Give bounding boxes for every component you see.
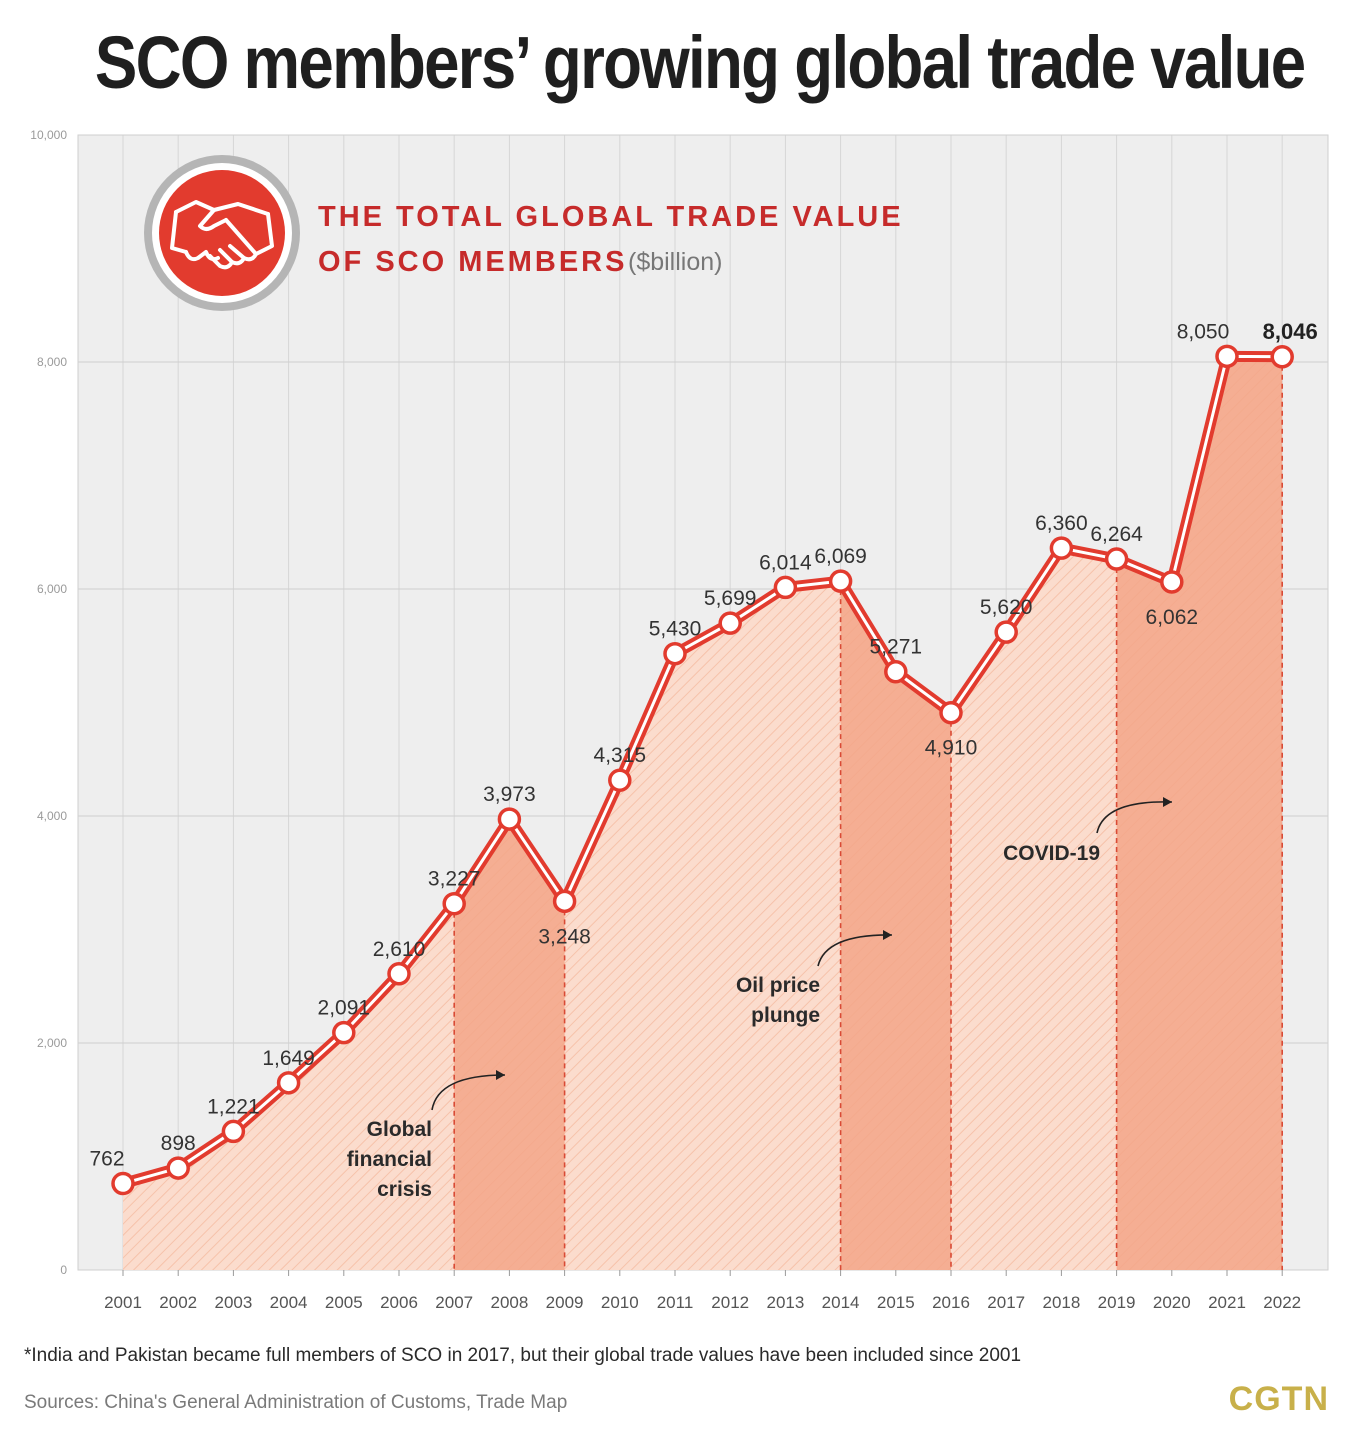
data-point-2022 bbox=[1270, 345, 1294, 369]
event-label-oil-price-plunge: plunge bbox=[751, 1004, 820, 1027]
data-point-2014 bbox=[828, 569, 853, 593]
event-arrow-covid-19 bbox=[1096, 801, 1173, 834]
sources: Sources: China's General Administration … bbox=[24, 1392, 568, 1413]
y-tick-label: 8,000 bbox=[37, 355, 67, 369]
event-label-global-financial-crisis: crisis bbox=[377, 1178, 432, 1201]
y-tick-label: 4,000 bbox=[37, 809, 67, 823]
trade-value-chart: 762 898 1,221 1,649 2,091 2,610 3,227 3,973 3,24… bbox=[30, 128, 1329, 1312]
x-tick-label: 2006 bbox=[380, 1293, 418, 1312]
data-label-2003: 1,221 bbox=[207, 1095, 260, 1118]
data-point-2005 bbox=[332, 1020, 356, 1045]
x-tick-label: 2012 bbox=[711, 1293, 749, 1312]
x-tick-label: 2003 bbox=[214, 1293, 252, 1312]
series-line-inner bbox=[121, 354, 1284, 1186]
event-band-global-financial-crisis bbox=[454, 819, 565, 1270]
data-point-2011 bbox=[663, 641, 687, 666]
y-tick-label: 2,000 bbox=[37, 1036, 67, 1050]
event-arrow-global-financial-crisis bbox=[431, 1074, 506, 1111]
data-label-2004: 1,649 bbox=[262, 1047, 315, 1070]
data-label-2015: 5,271 bbox=[870, 636, 923, 659]
event-arrowhead-global-financial-crisis bbox=[496, 1070, 505, 1080]
x-tick-label: 2008 bbox=[490, 1293, 528, 1312]
data-label-2008: 3,973 bbox=[483, 783, 536, 806]
x-tick-label: 2013 bbox=[766, 1293, 804, 1312]
x-tick-label: 2021 bbox=[1208, 1293, 1246, 1312]
x-tick-label: 2009 bbox=[546, 1293, 584, 1312]
event-label-oil-price-plunge: Oil price bbox=[736, 974, 820, 997]
data-point-2009 bbox=[552, 889, 577, 914]
data-label-2013: 6,014 bbox=[759, 551, 812, 574]
x-tick-label: 2022 bbox=[1263, 1293, 1301, 1312]
data-label-2006: 2,610 bbox=[373, 938, 426, 961]
x-tick-label: 2001 bbox=[104, 1293, 142, 1312]
brand-logo: CGTN bbox=[1228, 1380, 1329, 1418]
data-point-2002 bbox=[166, 1156, 190, 1180]
data-label-2010: 4,315 bbox=[594, 744, 647, 767]
data-point-2019 bbox=[1104, 547, 1129, 571]
data-label-2019: 6,264 bbox=[1090, 523, 1143, 546]
data-point-2001 bbox=[111, 1171, 135, 1196]
x-tick-label: 2011 bbox=[657, 1293, 694, 1312]
data-label-2011: 5,430 bbox=[649, 618, 702, 641]
data-label-2017: 5,620 bbox=[980, 596, 1033, 619]
x-tick-label: 2010 bbox=[601, 1293, 639, 1312]
y-tick-label: 10,000 bbox=[30, 128, 67, 142]
data-point-2010 bbox=[608, 768, 632, 792]
event-label-global-financial-crisis: financial bbox=[347, 1148, 432, 1171]
handshake-icon bbox=[144, 155, 300, 311]
data-label-2022: 8,046 bbox=[1263, 319, 1318, 344]
data-point-2021 bbox=[1215, 344, 1239, 369]
data-label-2005: 2,091 bbox=[318, 997, 371, 1020]
data-label-2007: 3,227 bbox=[428, 868, 481, 891]
data-point-2013 bbox=[773, 575, 798, 600]
data-label-2009: 3,248 bbox=[538, 925, 591, 948]
data-label-2002: 898 bbox=[161, 1132, 196, 1155]
x-tick-label: 2014 bbox=[822, 1293, 860, 1312]
subtitle-line-1: THE TOTAL GLOBAL TRADE VALUE bbox=[318, 201, 904, 233]
x-tick-label: 2017 bbox=[987, 1293, 1025, 1312]
subtitle-line-2: OF SCO MEMBERS bbox=[318, 246, 627, 278]
event-band-oil-price-plunge bbox=[840, 581, 951, 1270]
x-tick-label: 2018 bbox=[1042, 1293, 1080, 1312]
data-point-2007 bbox=[442, 891, 466, 916]
footnote: *India and Pakistan became full members … bbox=[24, 1345, 1022, 1366]
x-tick-label: 2019 bbox=[1098, 1293, 1136, 1312]
subtitle-unit: ($billion) bbox=[628, 248, 722, 276]
data-point-2012 bbox=[718, 611, 742, 635]
event-arrowhead-covid-19 bbox=[1163, 797, 1172, 807]
area-fill bbox=[123, 356, 1283, 1270]
data-label-2001: 762 bbox=[89, 1148, 124, 1171]
data-label-2016: 4,910 bbox=[925, 737, 978, 760]
data-point-2020 bbox=[1160, 570, 1184, 594]
data-label-2020: 6,062 bbox=[1146, 606, 1199, 629]
chart-subtitle-block: THE TOTAL GLOBAL TRADE VALUE OF SCO MEMB… bbox=[144, 155, 904, 311]
page-title: SCO members’ growing global trade value bbox=[94, 21, 1306, 104]
x-tick-label: 2015 bbox=[877, 1293, 915, 1312]
x-tick-label: 2002 bbox=[159, 1293, 197, 1312]
data-point-2018 bbox=[1049, 536, 1074, 560]
data-point-2016 bbox=[939, 700, 963, 725]
data-point-2017 bbox=[994, 620, 1018, 644]
event-arrowhead-oil-price-plunge bbox=[883, 930, 892, 940]
event-band-covid-19 bbox=[1116, 356, 1283, 1270]
data-point-2015 bbox=[884, 659, 908, 684]
event-label-covid-19: COVID-19 bbox=[1003, 842, 1100, 865]
data-point-2004 bbox=[276, 1071, 301, 1095]
x-tick-label: 2007 bbox=[435, 1293, 473, 1312]
x-tick-label: 2016 bbox=[932, 1293, 970, 1312]
data-label-2018: 6,360 bbox=[1035, 512, 1088, 535]
data-label-2012: 5,699 bbox=[704, 587, 757, 610]
event-arrow-oil-price-plunge bbox=[817, 934, 893, 967]
x-tick-label: 2020 bbox=[1153, 1293, 1191, 1312]
y-tick-label: 6,000 bbox=[37, 582, 67, 596]
event-label-global-financial-crisis: Global bbox=[367, 1118, 432, 1141]
data-point-2006 bbox=[387, 962, 411, 986]
data-label-2021: 8,050 bbox=[1177, 320, 1230, 343]
data-point-2008 bbox=[497, 807, 522, 831]
data-point-2003 bbox=[221, 1119, 246, 1144]
y-tick-label: 0 bbox=[60, 1263, 67, 1277]
x-tick-label: 2005 bbox=[325, 1293, 363, 1312]
x-tick-label: 2004 bbox=[270, 1293, 308, 1312]
data-label-2014: 6,069 bbox=[814, 545, 867, 568]
